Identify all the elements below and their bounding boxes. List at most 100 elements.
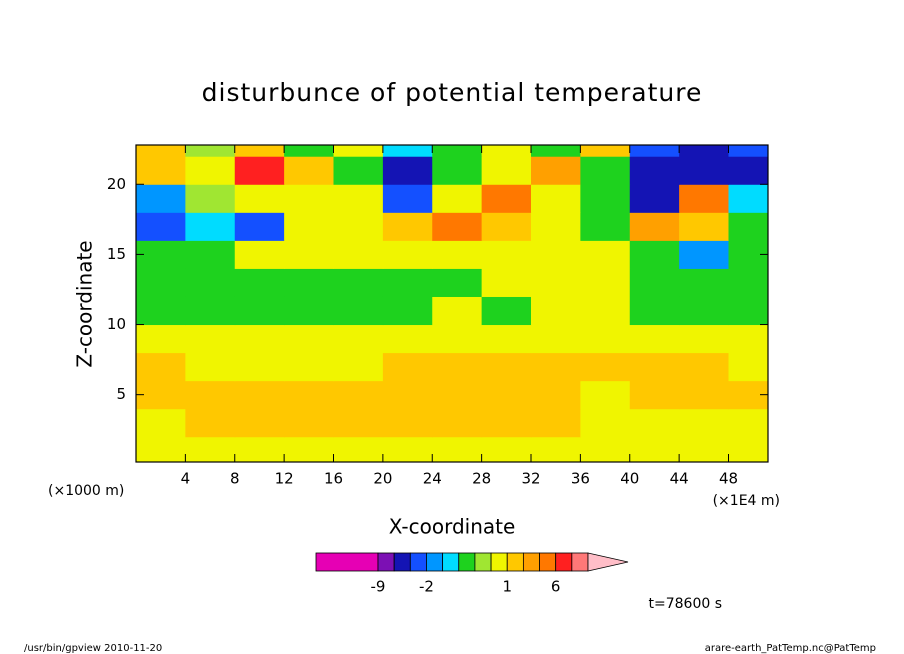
contour-cell [284, 408, 334, 438]
colorbar-tick-label: -9 [371, 578, 386, 596]
contour-cell [728, 212, 769, 241]
x-axis-label: X-coordinate [389, 515, 516, 539]
contour-cell [284, 212, 334, 241]
contour-cell [531, 296, 581, 326]
contour-cell [432, 380, 483, 410]
contour-cell [580, 408, 631, 438]
contour-cell [531, 268, 581, 297]
contour-cell [580, 436, 631, 463]
contour-cell [136, 156, 186, 185]
colorbar-band [522, 552, 540, 572]
colorbar-band [458, 552, 476, 572]
contour-cell [481, 408, 532, 438]
x-tick-label: 40 [620, 470, 639, 488]
x-tick-label: 20 [373, 470, 392, 488]
contour-cell [629, 156, 680, 185]
contour-cell [136, 240, 186, 269]
x-tick-label: 28 [472, 470, 491, 488]
contour-cell [728, 352, 769, 382]
contour-cell [481, 184, 532, 213]
contour-cell [580, 184, 631, 213]
contour-cell [481, 212, 532, 241]
contour-cell [382, 156, 433, 185]
contour-cell [136, 380, 186, 410]
contour-cell [185, 352, 236, 382]
x-tick-label: 16 [324, 470, 343, 488]
contour-cell [333, 408, 384, 438]
contour-cell [432, 212, 483, 241]
contour-cell [481, 156, 532, 185]
y-unit-label: (×1000 m) [48, 483, 124, 499]
contour-cell [136, 324, 186, 354]
contour-cell [580, 212, 631, 241]
contour-cell [629, 296, 680, 326]
contour-cell [185, 268, 236, 297]
contour-cell [629, 324, 680, 354]
contour-cell [728, 268, 769, 297]
contour-cell [728, 156, 769, 185]
contour-cell [679, 145, 729, 157]
contour-cell [580, 268, 631, 297]
contour-cell [481, 436, 532, 463]
contour-cell [284, 352, 334, 382]
contour-cell [531, 436, 581, 463]
contour-cell [531, 156, 581, 185]
contour-cell [136, 268, 186, 297]
contour-cell [679, 352, 729, 382]
colorbar-band [315, 552, 379, 572]
colorbar-tick-label: -2 [419, 578, 434, 596]
contour-field [136, 145, 769, 463]
plot-frame [135, 144, 769, 463]
contour-cell [382, 380, 433, 410]
footer-left: /usr/bin/gpview 2010-11-20 [24, 643, 162, 654]
contour-cell [728, 324, 769, 354]
contour-cell [136, 296, 186, 326]
contour-cell [234, 408, 285, 438]
contour-cell [234, 324, 285, 354]
contour-cell [185, 184, 236, 213]
contour-cell [580, 156, 631, 185]
contour-cell [234, 240, 285, 269]
contour-cell [333, 145, 384, 157]
contour-cell [284, 145, 334, 157]
contour-cell [679, 268, 729, 297]
y-axis-label: Z-coordinate [73, 240, 97, 367]
colorbar-band [393, 552, 411, 572]
contour-cell [432, 156, 483, 185]
colorbar-band [409, 552, 427, 572]
contour-cell [284, 436, 334, 463]
contour-cell [679, 296, 729, 326]
colorbar-band [474, 552, 492, 572]
x-tick-label: 44 [670, 470, 689, 488]
contour-cell [481, 296, 532, 326]
contour-cell [531, 408, 581, 438]
contour-cell [333, 212, 384, 241]
contour-cell [629, 436, 680, 463]
chart-title: disturbunce of potential temperature [202, 78, 703, 107]
contour-cell [481, 380, 532, 410]
contour-cell [580, 380, 631, 410]
contour-cell [679, 156, 729, 185]
contour-cell [382, 268, 433, 297]
y-tick-label: 20 [107, 175, 126, 193]
contour-cell [333, 268, 384, 297]
contour-cell [136, 212, 186, 241]
contour-cell [728, 296, 769, 326]
contour-cell [531, 184, 581, 213]
contour-cell [185, 436, 236, 463]
contour-cell [432, 268, 483, 297]
contour-cell [382, 296, 433, 326]
contour-cell [728, 436, 769, 463]
y-tick-label: 5 [116, 385, 126, 403]
contour-cell [481, 324, 532, 354]
contour-cell [185, 145, 236, 157]
contour-cell [333, 296, 384, 326]
contour-cell [580, 324, 631, 354]
x-tick-label: 48 [719, 470, 738, 488]
contour-cell [679, 240, 729, 269]
contour-cell [481, 268, 532, 297]
contour-cell [432, 324, 483, 354]
colorbar-band [571, 552, 589, 572]
contour-cell [382, 436, 433, 463]
